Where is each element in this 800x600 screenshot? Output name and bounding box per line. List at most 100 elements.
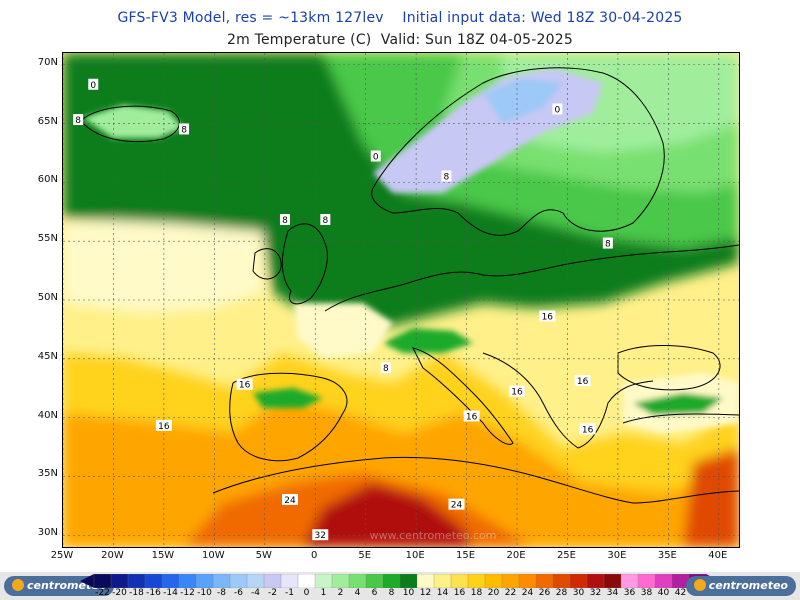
- colorbar: centrometeo -22 -20 -18 -16 -14 -12 -10 -8 -6 -4-…: [0, 572, 800, 600]
- contour-label: 0: [90, 81, 96, 91]
- lon-tick-label: 25W: [50, 550, 74, 561]
- colorbar-cell: [348, 574, 367, 588]
- colorbar-label: -6: [234, 588, 243, 598]
- lon-tick-label: 0: [311, 550, 318, 561]
- contour-label: 24: [284, 496, 296, 506]
- colorbar-label: 10: [402, 588, 415, 598]
- lon-tick-label: 30E: [607, 550, 627, 561]
- contour-label: 16: [582, 425, 594, 435]
- contour-label-box: [539, 310, 556, 322]
- colorbar-cell: [399, 574, 418, 588]
- contour-label: 16: [511, 388, 523, 398]
- colorbar-cell: [620, 574, 639, 588]
- colorbar-label: 42: [674, 588, 687, 598]
- coast-scandinavia: [371, 67, 665, 236]
- colorbar-cell: [365, 574, 384, 588]
- lon-tick-label: 25E: [556, 550, 576, 561]
- lat-tick-label: 55N: [37, 233, 58, 245]
- colorbar-cell: [246, 574, 265, 588]
- contour-label-box: [441, 170, 452, 182]
- colorbar-label: -12: [180, 588, 195, 598]
- colorbar-labels: -22 -20 -18 -16 -14 -12 -10 -8 -6 -4 -2 -1 0 1 2 4 6 8 10 1…: [0, 588, 800, 600]
- colorbar-label: 26: [538, 588, 551, 598]
- coast-ireland: [252, 248, 282, 280]
- coast-europe-north: [324, 244, 739, 312]
- contour-label: 16: [577, 377, 589, 387]
- colorbar-cell: [586, 574, 605, 588]
- colorbar-cell: [654, 574, 673, 588]
- lat-tick-label: 65N: [37, 115, 58, 127]
- contour-label-box: [88, 78, 99, 90]
- temp-zone-france: [293, 303, 393, 358]
- contour-label: 24: [451, 501, 463, 511]
- contour-label: 16: [466, 412, 478, 422]
- map-subtitle: 2m Temperature (C) Valid: Sun 18Z 04-05-…: [227, 32, 573, 48]
- temp-zone-iberia-north: [253, 388, 323, 408]
- contour-label-box: [312, 529, 329, 541]
- colorbar-label: 32: [589, 588, 602, 598]
- contour-label-box: [73, 114, 84, 126]
- coast-italy: [412, 347, 514, 445]
- colorbar-cell: [518, 574, 537, 588]
- graticule: [63, 53, 739, 547]
- contour-label: 16: [542, 312, 554, 322]
- colorbar-label: -4: [251, 588, 260, 598]
- colorbar-label: 1: [320, 588, 327, 598]
- contour-label-box: [380, 362, 391, 374]
- lon-tick-label: 20W: [101, 550, 124, 561]
- contour-label-box: [282, 493, 299, 505]
- colorbar-cell: [637, 574, 656, 588]
- contour-label: 8: [282, 216, 288, 226]
- colorbar-cell: [603, 574, 622, 588]
- colorbar-cell: [416, 574, 435, 588]
- colorbar-cell: [501, 574, 520, 588]
- lon-tick-label: 20E: [506, 550, 526, 561]
- colorbar-label: 34: [606, 588, 619, 598]
- colorbar-label: -22: [95, 588, 110, 598]
- colorbar-cell: [195, 574, 214, 588]
- colorbar-cell: [297, 574, 316, 588]
- colorbar-cell: [569, 574, 588, 588]
- temp-zone-30-34: [303, 483, 473, 547]
- colorbar-label: 28: [555, 588, 568, 598]
- contour-label-box: [552, 103, 563, 115]
- colorbar-cell: [127, 574, 146, 588]
- coast-black-sea: [617, 345, 721, 391]
- coast-north-africa: [212, 456, 739, 504]
- contour-label-box: [236, 378, 253, 390]
- contour-label: 8: [181, 125, 187, 135]
- contour-label: 32: [315, 531, 326, 541]
- colorbar-cell: [450, 574, 469, 588]
- lat-tick-label: 30N: [37, 527, 58, 539]
- lat-tick-label: 45N: [37, 350, 58, 362]
- colorbar-label: 12: [419, 588, 432, 598]
- colorbar-label: -14: [163, 588, 178, 598]
- map-canvas: 0 8 8 0 0 8 8 8 8 16 8 16 16 16 16 16 16 24 24 32 www.centr…: [63, 53, 739, 547]
- coast-iberia: [229, 372, 348, 462]
- contour-label-box: [602, 237, 613, 249]
- contour-label: 8: [444, 173, 450, 183]
- contour-label: 16: [158, 422, 170, 432]
- lon-tick-label: 5E: [358, 550, 372, 561]
- colorbar-label: -16: [146, 588, 161, 598]
- colorbar-cell: [484, 574, 503, 588]
- colorbar-label: 36: [623, 588, 636, 598]
- colorbar-label: -1: [285, 588, 294, 598]
- colorbar-cell: [110, 574, 129, 588]
- colorbar-cell: [263, 574, 282, 588]
- coast-britain: [282, 223, 328, 305]
- brand-logo-right: centrometeo: [685, 576, 796, 596]
- contour-labels: 0 8 8 0 0 8 8 8 8 16 8 16 16 16 16 16 16 24 24 32: [73, 78, 613, 541]
- temp-zone-east-hot: [683, 448, 739, 547]
- colorbar-cell: [382, 574, 401, 588]
- contour-label: 8: [605, 240, 611, 250]
- contour-label-box: [320, 214, 331, 226]
- temp-zone-iceland: [83, 105, 183, 138]
- colorbar-label: 20: [487, 588, 500, 598]
- temperature-map: 0 8 8 0 0 8 8 8 8 16 8 16 16 16 16 16 16 24 24 32 www.centr…: [62, 52, 740, 548]
- contour-label-box: [509, 385, 526, 397]
- brand-logo-right-text: centrometeo: [708, 579, 788, 592]
- lon-tick-label: 10W: [202, 550, 225, 561]
- contour-label-box: [448, 498, 465, 510]
- lon-tick-label: 5W: [255, 550, 272, 561]
